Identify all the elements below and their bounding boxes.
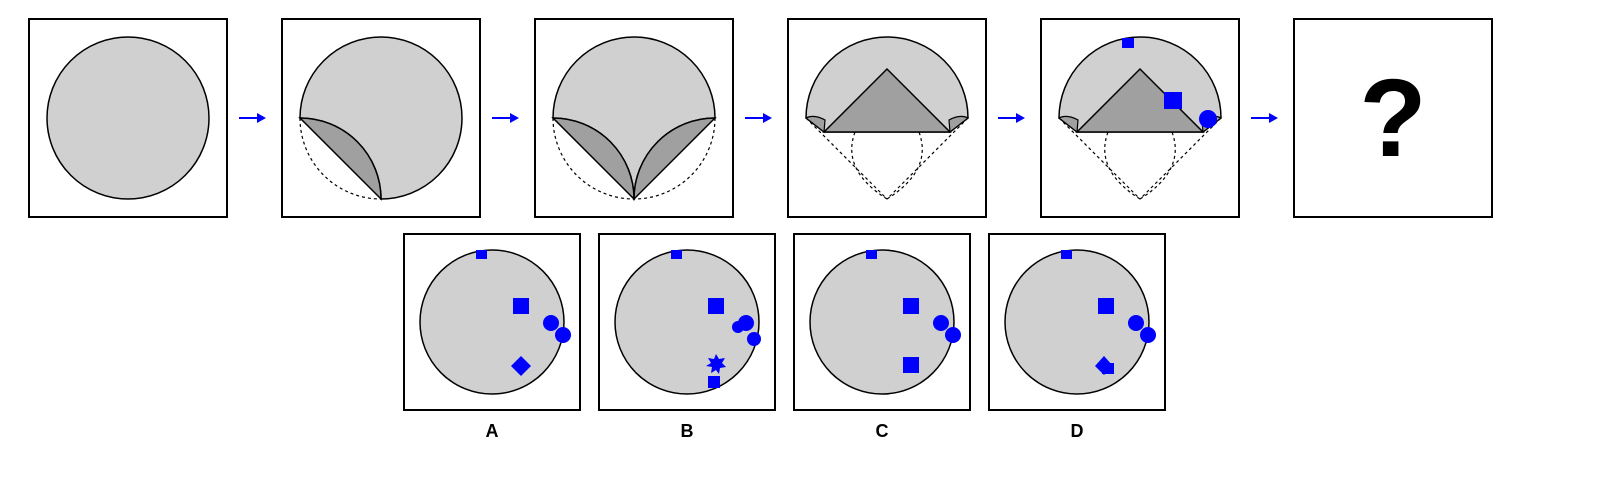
three-folds-figure: [804, 36, 970, 200]
option-d-panel[interactable]: [988, 233, 1166, 411]
option-a-label: A: [485, 421, 499, 441]
small-square-hole-icon: [1102, 363, 1114, 374]
circle-hole-icon: [1128, 315, 1144, 331]
circle-hole-icon: [543, 315, 559, 331]
circle-hole-icon: [555, 327, 571, 343]
small-square-hole-icon: [476, 250, 487, 259]
option-b-figure: [614, 249, 761, 395]
sequence-panel-1: [28, 18, 228, 218]
one-fold-figure: [298, 36, 463, 201]
square-hole-icon: [708, 298, 724, 314]
circle-hole-icon: [945, 327, 961, 343]
small-square-hole-icon: [708, 376, 720, 388]
option-a-figure: [419, 249, 571, 395]
sequence-panel-2: [281, 18, 481, 218]
sequence-panel-3: [534, 18, 734, 218]
square-hole-icon: [1164, 92, 1182, 109]
full-circle-figure: [46, 36, 210, 200]
option-c-figure: [809, 249, 961, 395]
two-folds-figure: [551, 36, 717, 201]
folded-punched-figure: [1057, 36, 1223, 200]
option-a-panel[interactable]: [403, 233, 581, 411]
small-square-hole-icon: [671, 250, 682, 259]
question-mark: ?: [1359, 56, 1427, 180]
square-hole-icon: [903, 298, 919, 314]
small-square-hole-icon: [866, 250, 877, 259]
small-square-hole-icon: [1061, 250, 1072, 259]
star-hole-icon: [706, 354, 726, 374]
option-c-panel[interactable]: [793, 233, 971, 411]
arrow-right-icon: [239, 113, 266, 123]
small-square-hole-icon: [1122, 38, 1134, 48]
square-hole-icon: [513, 298, 529, 314]
circle-hole-icon: [732, 321, 744, 333]
option-c-label: C: [875, 421, 889, 441]
option-d-figure: [1004, 249, 1156, 395]
answer-panel: ?: [1293, 18, 1493, 218]
circle-hole-icon: [1140, 327, 1156, 343]
sequence-panel-5: [1040, 18, 1240, 218]
arrow-right-icon: [745, 113, 772, 123]
arrow-right-icon: [998, 113, 1025, 123]
circle-hole-icon: [933, 315, 949, 331]
square-hole-icon: [1098, 298, 1114, 314]
option-b-label: B: [680, 421, 694, 441]
sequence-panel-4: [787, 18, 987, 218]
circle-hole-icon: [1199, 110, 1217, 128]
option-d-label: D: [1070, 421, 1084, 441]
arrow-right-icon: [492, 113, 519, 123]
circle-hole-icon: [747, 332, 761, 346]
arrow-right-icon: [1251, 113, 1278, 123]
diamond-hole-icon: [511, 356, 531, 376]
square-hole-icon: [903, 357, 919, 373]
option-b-panel[interactable]: [598, 233, 776, 411]
